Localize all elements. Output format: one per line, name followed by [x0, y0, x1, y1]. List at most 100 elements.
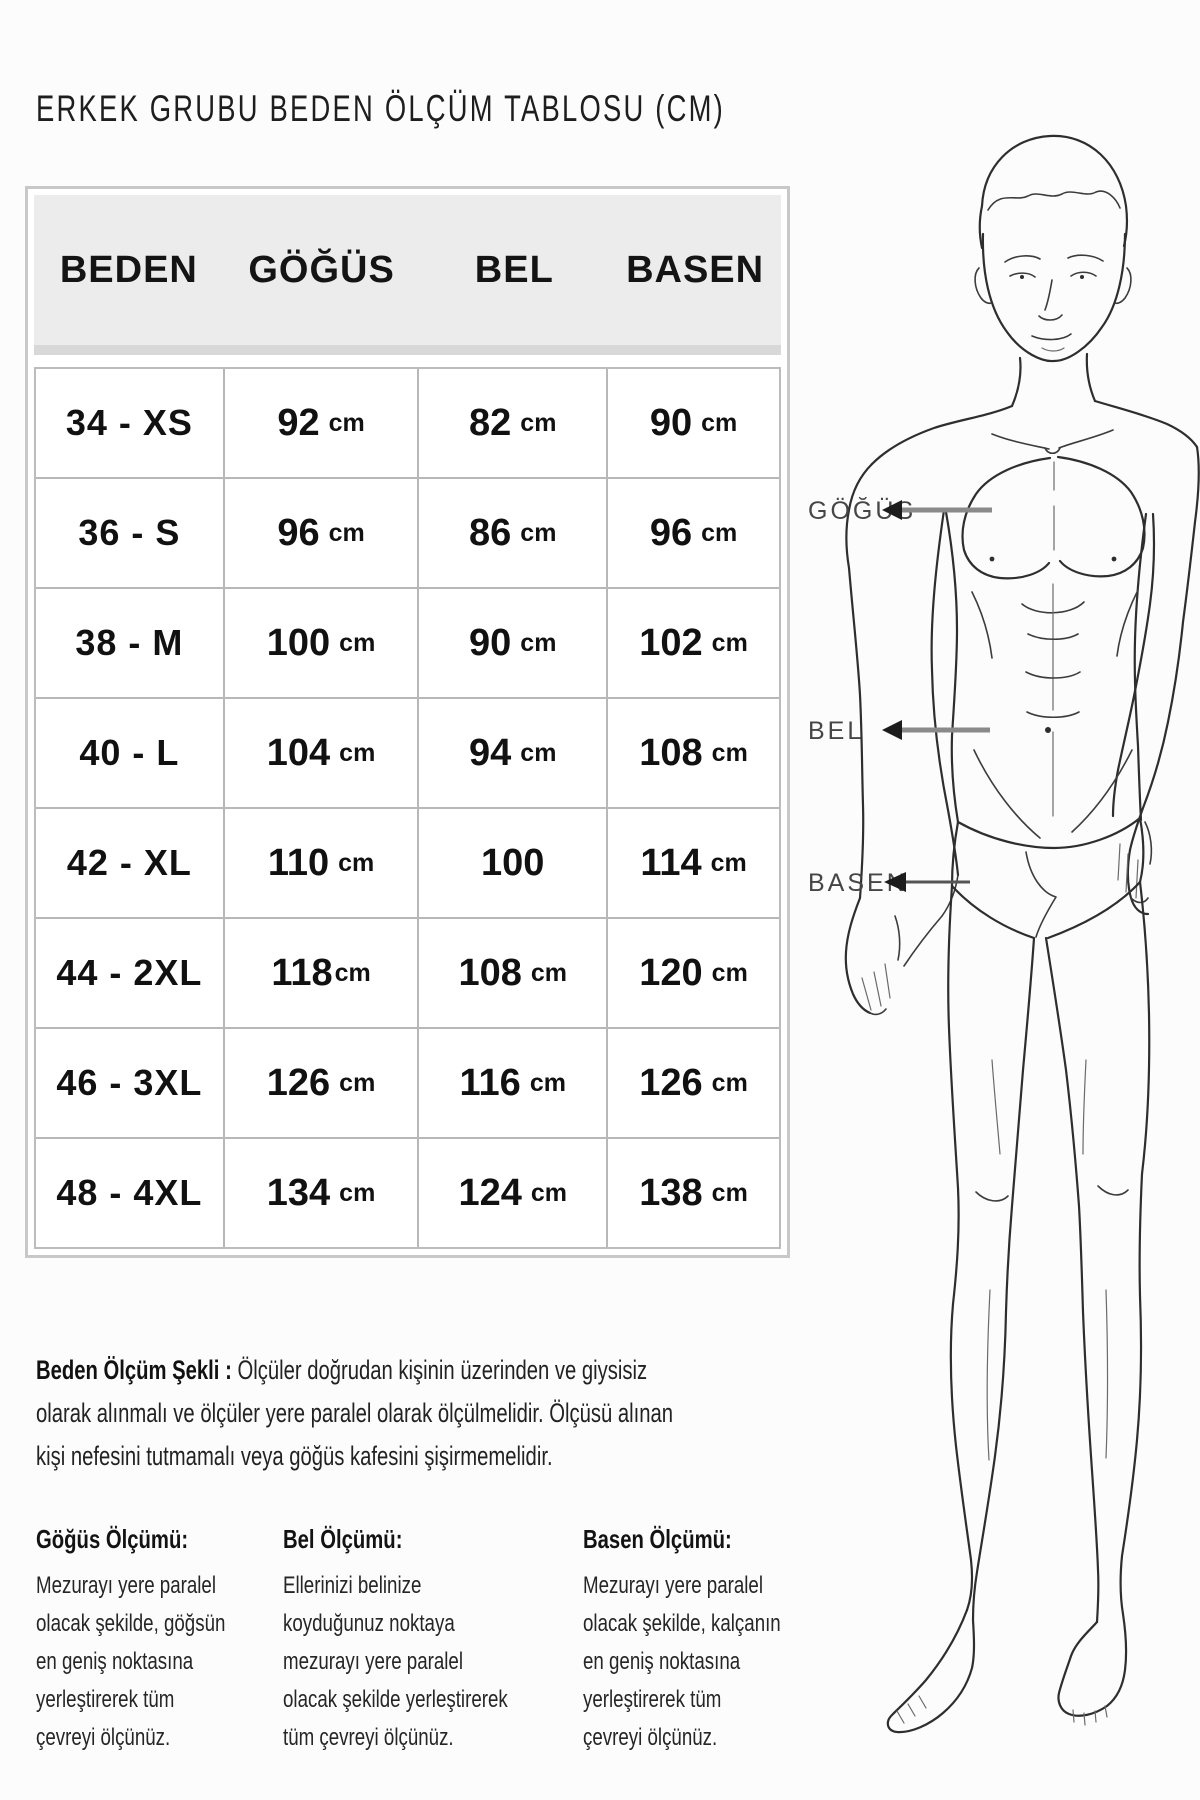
- instruction-column-bel: Bel Ölçümü: Ellerinizi belinize koyduğun…: [283, 1524, 611, 1757]
- size-value: 38 - M: [75, 622, 184, 663]
- measure-value: 100: [266, 621, 331, 664]
- measure-value: 82: [469, 401, 512, 444]
- page-title: ERKEK GRUBU BEDEN ÖLÇÜM TABLOSU (CM): [36, 88, 725, 129]
- table-header-row: BEDEN GÖĞÜS BEL BASEN: [34, 195, 781, 355]
- measure-unit: cm: [339, 738, 376, 767]
- gogus-cell: 118 cm: [225, 919, 420, 1027]
- gogus-cell: 96 cm: [225, 479, 420, 587]
- bel-callout: BEL: [808, 717, 990, 745]
- table-row: 48 - 4XL 134 cm 124 cm 138 cm: [36, 1139, 779, 1247]
- instruction-heading: Basen Ölçümü:: [583, 1524, 732, 1554]
- measure-value: 108: [458, 951, 522, 994]
- size-cell: 48 - 4XL: [36, 1139, 225, 1247]
- size-cell: 40 - L: [36, 699, 225, 807]
- size-cell: 36 - S: [36, 479, 225, 587]
- bel-cell: 90 cm: [419, 589, 609, 697]
- size-value: 34 - XS: [65, 402, 193, 443]
- bel-arrowhead-icon: [882, 720, 902, 740]
- male-body-sketch: GÖĞÜS BEL BASEN: [808, 134, 1200, 1734]
- column-header-bel: BEL: [474, 248, 554, 291]
- measure-value: 94: [469, 731, 512, 774]
- note-lead: Beden Ölçüm Şekli :: [36, 1355, 232, 1385]
- size-value: 36 - S: [78, 512, 181, 553]
- size-cell: 44 - 2XL: [36, 919, 225, 1027]
- measure-unit: cm: [328, 408, 365, 437]
- measure-unit: cm: [520, 738, 557, 767]
- note-body: Ölçüler doğrudan kişinin üzerinden ve gi…: [36, 1355, 674, 1472]
- measure-value: 116: [459, 1061, 521, 1104]
- basen-cell: 102 cm: [608, 589, 779, 697]
- gogus-cell: 110 cm: [225, 809, 420, 917]
- instruction-column-gogus: Göğüs Ölçümü: Mezurayı yere paralel olac…: [36, 1524, 364, 1757]
- column-header-beden: BEDEN: [59, 248, 198, 291]
- measure-value: 90: [649, 401, 693, 444]
- measure-value: 124: [458, 1171, 522, 1214]
- gogus-callout: GÖĞÜS: [808, 496, 992, 525]
- measure-value: 108: [639, 731, 703, 774]
- size-cell: 46 - 3XL: [36, 1029, 225, 1137]
- measure-unit: cm: [339, 1178, 376, 1207]
- table-body: 34 - XS 92 cm 82 cm 90 cm 36 - S 96 cm 86 cm 96 cm 38 …: [34, 367, 781, 1249]
- table-row: 36 - S 96 cm 86 cm 96 cm: [36, 479, 779, 589]
- measure-value: 118: [271, 951, 333, 994]
- table-row: 34 - XS 92 cm 82 cm 90 cm: [36, 369, 779, 479]
- bel-cell: 124 cm: [419, 1139, 609, 1247]
- measure-unit: cm: [328, 518, 365, 547]
- measure-unit: cm: [334, 958, 371, 987]
- gogus-cell: 104 cm: [225, 699, 420, 807]
- measure-value: 120: [639, 951, 703, 994]
- bel-cell: 94 cm: [419, 699, 609, 807]
- size-cell: 42 - XL: [36, 809, 225, 917]
- measure-unit: cm: [701, 518, 738, 547]
- basen-cell: 138 cm: [608, 1139, 779, 1247]
- size-cell: 34 - XS: [36, 369, 225, 477]
- bel-cell: 86 cm: [419, 479, 609, 587]
- measure-unit: cm: [520, 518, 557, 547]
- instruction-body: Ellerinizi belinize koyduğunuz noktaya m…: [283, 1572, 508, 1751]
- measure-value: 96: [649, 511, 693, 554]
- size-table: BEDEN GÖĞÜS BEL BASEN 34 - XS 92 cm 82 cm 90 c…: [25, 186, 790, 1258]
- column-header-basen: BASEN: [626, 248, 765, 291]
- measure-value: 134: [266, 1171, 331, 1214]
- table-row: 38 - M 100 cm 90 cm 102 cm: [36, 589, 779, 699]
- instruction-heading: Göğüs Ölçümü:: [36, 1524, 189, 1554]
- basen-cell: 108 cm: [608, 699, 779, 807]
- measurement-note: Beden Ölçüm Şekli : Ölçüler doğrudan kiş…: [36, 1349, 756, 1479]
- body-outline: [844, 134, 1200, 1734]
- basen-cell: 126 cm: [608, 1029, 779, 1137]
- gogus-cell: 134 cm: [225, 1139, 420, 1247]
- table-row: 44 - 2XL 118 cm 108 cm 120 cm: [36, 919, 779, 1029]
- measure-value: 114: [640, 841, 702, 884]
- instruction-body: Mezurayı yere paralel olacak şekilde, ka…: [583, 1572, 781, 1751]
- gogus-cell: 100 cm: [225, 589, 420, 697]
- measure-unit: cm: [339, 1068, 376, 1097]
- measure-unit: cm: [529, 1068, 566, 1097]
- table-row: 40 - L 104 cm 94 cm 108 cm: [36, 699, 779, 809]
- size-value: 44 - 2XL: [56, 952, 203, 993]
- gogus-arrowhead-icon: [882, 500, 902, 520]
- measure-value: 90: [469, 621, 512, 664]
- measure-unit: cm: [338, 848, 375, 877]
- table-row: 46 - 3XL 126 cm 116 cm 126 cm: [36, 1029, 779, 1139]
- measure-unit: cm: [520, 408, 557, 437]
- size-value: 42 - XL: [66, 842, 192, 883]
- measure-unit: cm: [520, 628, 557, 657]
- measure-value: 138: [639, 1171, 703, 1214]
- figure-label-bel: BEL: [808, 717, 864, 745]
- measure-unit: cm: [701, 408, 738, 437]
- basen-cell: 90 cm: [608, 369, 779, 477]
- basen-callout: BASEN: [808, 869, 970, 897]
- measure-value: 126: [639, 1061, 703, 1104]
- size-value: 48 - 4XL: [56, 1172, 203, 1213]
- measure-value: 104: [266, 731, 331, 774]
- measure-unit: cm: [711, 738, 748, 767]
- measure-value: 92: [277, 401, 320, 444]
- basen-cell: 120 cm: [608, 919, 779, 1027]
- size-value: 40 - L: [79, 732, 180, 773]
- measure-unit: cm: [711, 1068, 748, 1097]
- gogus-cell: 126 cm: [225, 1029, 420, 1137]
- bel-cell: 82 cm: [419, 369, 609, 477]
- measure-unit: cm: [530, 958, 567, 987]
- size-cell: 38 - M: [36, 589, 225, 697]
